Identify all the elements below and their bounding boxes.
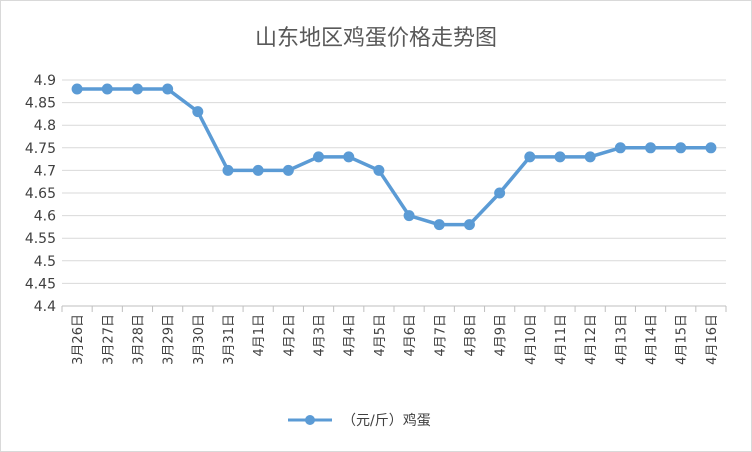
y-tick-label: 4.55 bbox=[25, 231, 56, 247]
data-point bbox=[71, 83, 83, 95]
y-tick-label: 4.4 bbox=[34, 299, 56, 315]
x-axis: 3月26日 3月27日 3月28日 3月29日 3月30日 3月31日 4月1日 4月2日 4月… bbox=[61, 306, 727, 365]
data-point bbox=[463, 219, 475, 231]
y-tick-label: 4.65 bbox=[25, 186, 56, 202]
data-point bbox=[645, 142, 657, 154]
x-tick-label: 4月13日 bbox=[614, 314, 629, 365]
x-tick-label: 4月16日 bbox=[705, 314, 720, 365]
series-egg-price bbox=[71, 83, 717, 231]
legend: （元/斤）鸡蛋 bbox=[288, 412, 431, 429]
data-point bbox=[131, 83, 143, 95]
y-tick-label: 4.7 bbox=[34, 163, 56, 179]
y-axis: 4.4 4.45 4.5 4.55 4.6 4.65 4.7 4.75 4.8 4.85 4.9 bbox=[25, 73, 56, 315]
y-tick-label: 4.5 bbox=[34, 254, 56, 270]
x-tick-label: 3月31日 bbox=[222, 314, 237, 365]
x-tick-label: 4月5日 bbox=[373, 314, 388, 357]
x-tick-label: 3月28日 bbox=[131, 314, 146, 365]
data-point bbox=[252, 164, 264, 176]
y-tick-label: 4.85 bbox=[25, 96, 56, 112]
x-tick-label: 3月26日 bbox=[71, 314, 86, 365]
data-point bbox=[614, 142, 626, 154]
data-point bbox=[494, 187, 506, 199]
x-tick-label: 3月29日 bbox=[162, 314, 177, 365]
x-tick-label: 4月10日 bbox=[524, 314, 539, 365]
x-tick-label: 4月14日 bbox=[645, 314, 660, 365]
data-point bbox=[524, 151, 536, 163]
x-tick-label: 4月12日 bbox=[584, 314, 599, 365]
data-point bbox=[222, 164, 234, 176]
x-tick-label: 4月3日 bbox=[313, 314, 328, 357]
y-tick-label: 4.75 bbox=[25, 141, 56, 157]
data-point bbox=[554, 151, 566, 163]
y-tick-label: 4.45 bbox=[25, 276, 56, 292]
y-tick-label: 4.9 bbox=[34, 73, 56, 89]
data-point bbox=[162, 83, 174, 95]
data-point bbox=[433, 219, 445, 231]
data-point bbox=[343, 151, 355, 163]
data-point bbox=[705, 142, 717, 154]
x-tick-label: 3月30日 bbox=[192, 314, 207, 365]
x-tick-label: 4月1日 bbox=[252, 314, 267, 357]
chart-title: 山东地区鸡蛋价格走势图 bbox=[255, 26, 497, 51]
legend-point-marker bbox=[305, 415, 315, 425]
x-tick-label: 4月9日 bbox=[494, 314, 509, 357]
y-tick-label: 4.6 bbox=[34, 209, 56, 225]
x-tick-label: 4月7日 bbox=[433, 314, 448, 357]
gridlines bbox=[62, 79, 726, 307]
y-tick-label: 4.8 bbox=[34, 118, 56, 134]
x-tick-label: 4月11日 bbox=[554, 314, 569, 365]
x-tick-label: 3月27日 bbox=[101, 314, 116, 365]
data-point bbox=[192, 106, 204, 118]
data-point bbox=[584, 151, 596, 163]
x-tick-label: 4月2日 bbox=[282, 314, 297, 357]
x-tick-label: 4月15日 bbox=[675, 314, 690, 365]
series-line bbox=[75, 87, 713, 227]
legend-label: （元/斤）鸡蛋 bbox=[342, 412, 431, 429]
data-point bbox=[403, 210, 415, 222]
data-point bbox=[282, 164, 294, 176]
x-tick-label: 4月4日 bbox=[343, 314, 358, 357]
data-point bbox=[373, 164, 385, 176]
x-tick-label: 4月8日 bbox=[463, 314, 478, 357]
data-point bbox=[101, 83, 113, 95]
x-tick-label: 4月6日 bbox=[403, 314, 418, 357]
data-point bbox=[313, 151, 325, 163]
data-point bbox=[675, 142, 687, 154]
